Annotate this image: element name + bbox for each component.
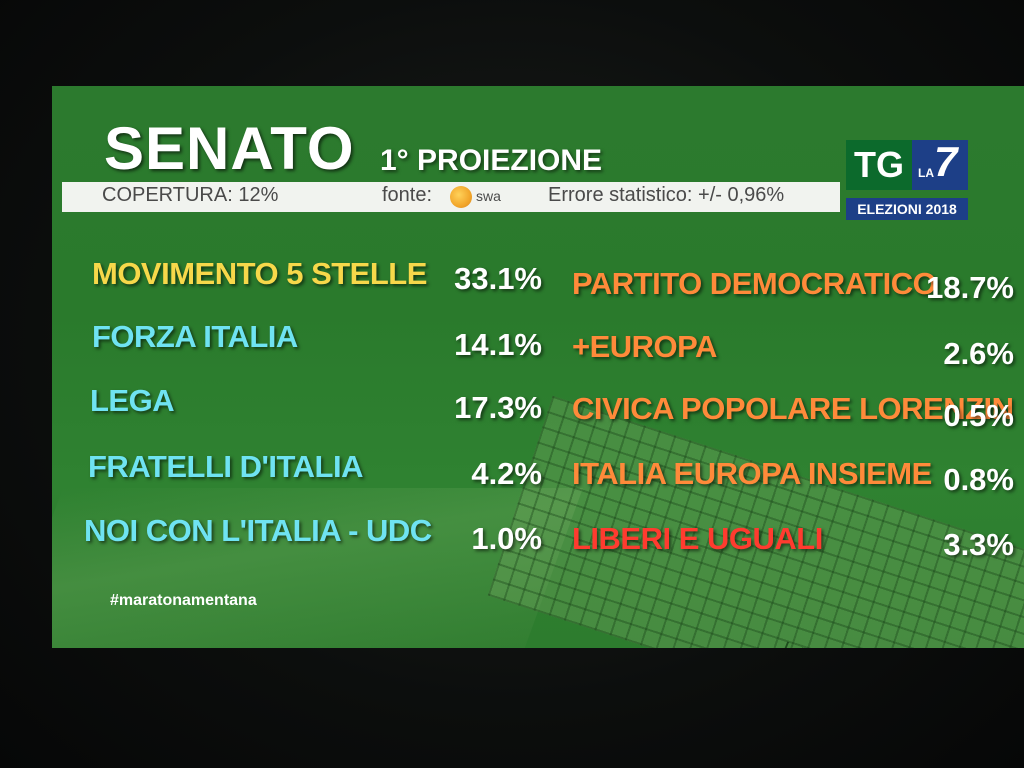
party-pct-noi-con-italia: 1.0% <box>471 521 542 556</box>
party-name-lega: LEGA <box>90 383 175 418</box>
source-name: swa <box>476 188 501 204</box>
coverage-text: COPERTURA: 12% <box>102 184 279 206</box>
tg-la7-logo: TG LA 7 ELEZIONI 2018 <box>846 138 974 224</box>
swg-logo-icon <box>450 186 472 208</box>
party-pct-liberi-uguali: 3.3% <box>943 527 1014 562</box>
party-pct-piu-europa: 2.6% <box>943 336 1014 371</box>
party-name-civica-popolare: CIVICA POPOLARE LORENZIN <box>572 391 1014 426</box>
logo-la-text: LA <box>918 166 934 180</box>
party-name-liberi-uguali: LIBERI E UGUALI <box>572 521 823 556</box>
tv-screen: LA VOTAZIONE SENATO 1° PROIEZIONE COPERT… <box>52 86 1024 648</box>
party-pct-italia-europa-insieme: 0.8% <box>943 462 1014 497</box>
party-name-m5s: MOVIMENTO 5 STELLE <box>92 256 427 291</box>
party-pct-civica-popolare: 0.5% <box>943 398 1014 433</box>
info-bar: COPERTURA: 12% fonte: swa Errore statist… <box>62 182 840 212</box>
party-pct-fratelli-italia: 4.2% <box>471 456 542 491</box>
elections-2018-badge: ELEZIONI 2018 <box>846 198 968 220</box>
party-pct-m5s: 33.1% <box>454 261 542 296</box>
logo-7-text: 7 <box>934 138 958 185</box>
party-name-noi-con-italia: NOI CON L'ITALIA - UDC <box>84 513 432 548</box>
statistical-error-text: Errore statistico: +/- 0,96% <box>548 184 785 206</box>
party-name-fratelli-italia: FRATELLI D'ITALIA <box>88 449 363 484</box>
logo-la7: LA 7 <box>912 138 968 190</box>
party-name-piu-europa: +EUROPA <box>572 329 717 364</box>
party-name-italia-europa-insieme: ITALIA EUROPA INSIEME <box>572 456 932 491</box>
projection-subtitle: 1° PROIEZIONE <box>380 144 603 177</box>
party-name-pd: PARTITO DEMOCRATICO <box>572 266 937 301</box>
party-pct-lega: 17.3% <box>454 390 542 425</box>
source-label: fonte: <box>382 184 433 206</box>
page-title: SENATO <box>104 115 355 182</box>
hashtag: #maratonamentana <box>110 592 257 609</box>
party-name-forza-italia: FORZA ITALIA <box>92 319 298 354</box>
party-pct-pd: 18.7% <box>926 270 1014 305</box>
logo-tg: TG <box>846 140 912 190</box>
party-pct-forza-italia: 14.1% <box>454 327 542 362</box>
